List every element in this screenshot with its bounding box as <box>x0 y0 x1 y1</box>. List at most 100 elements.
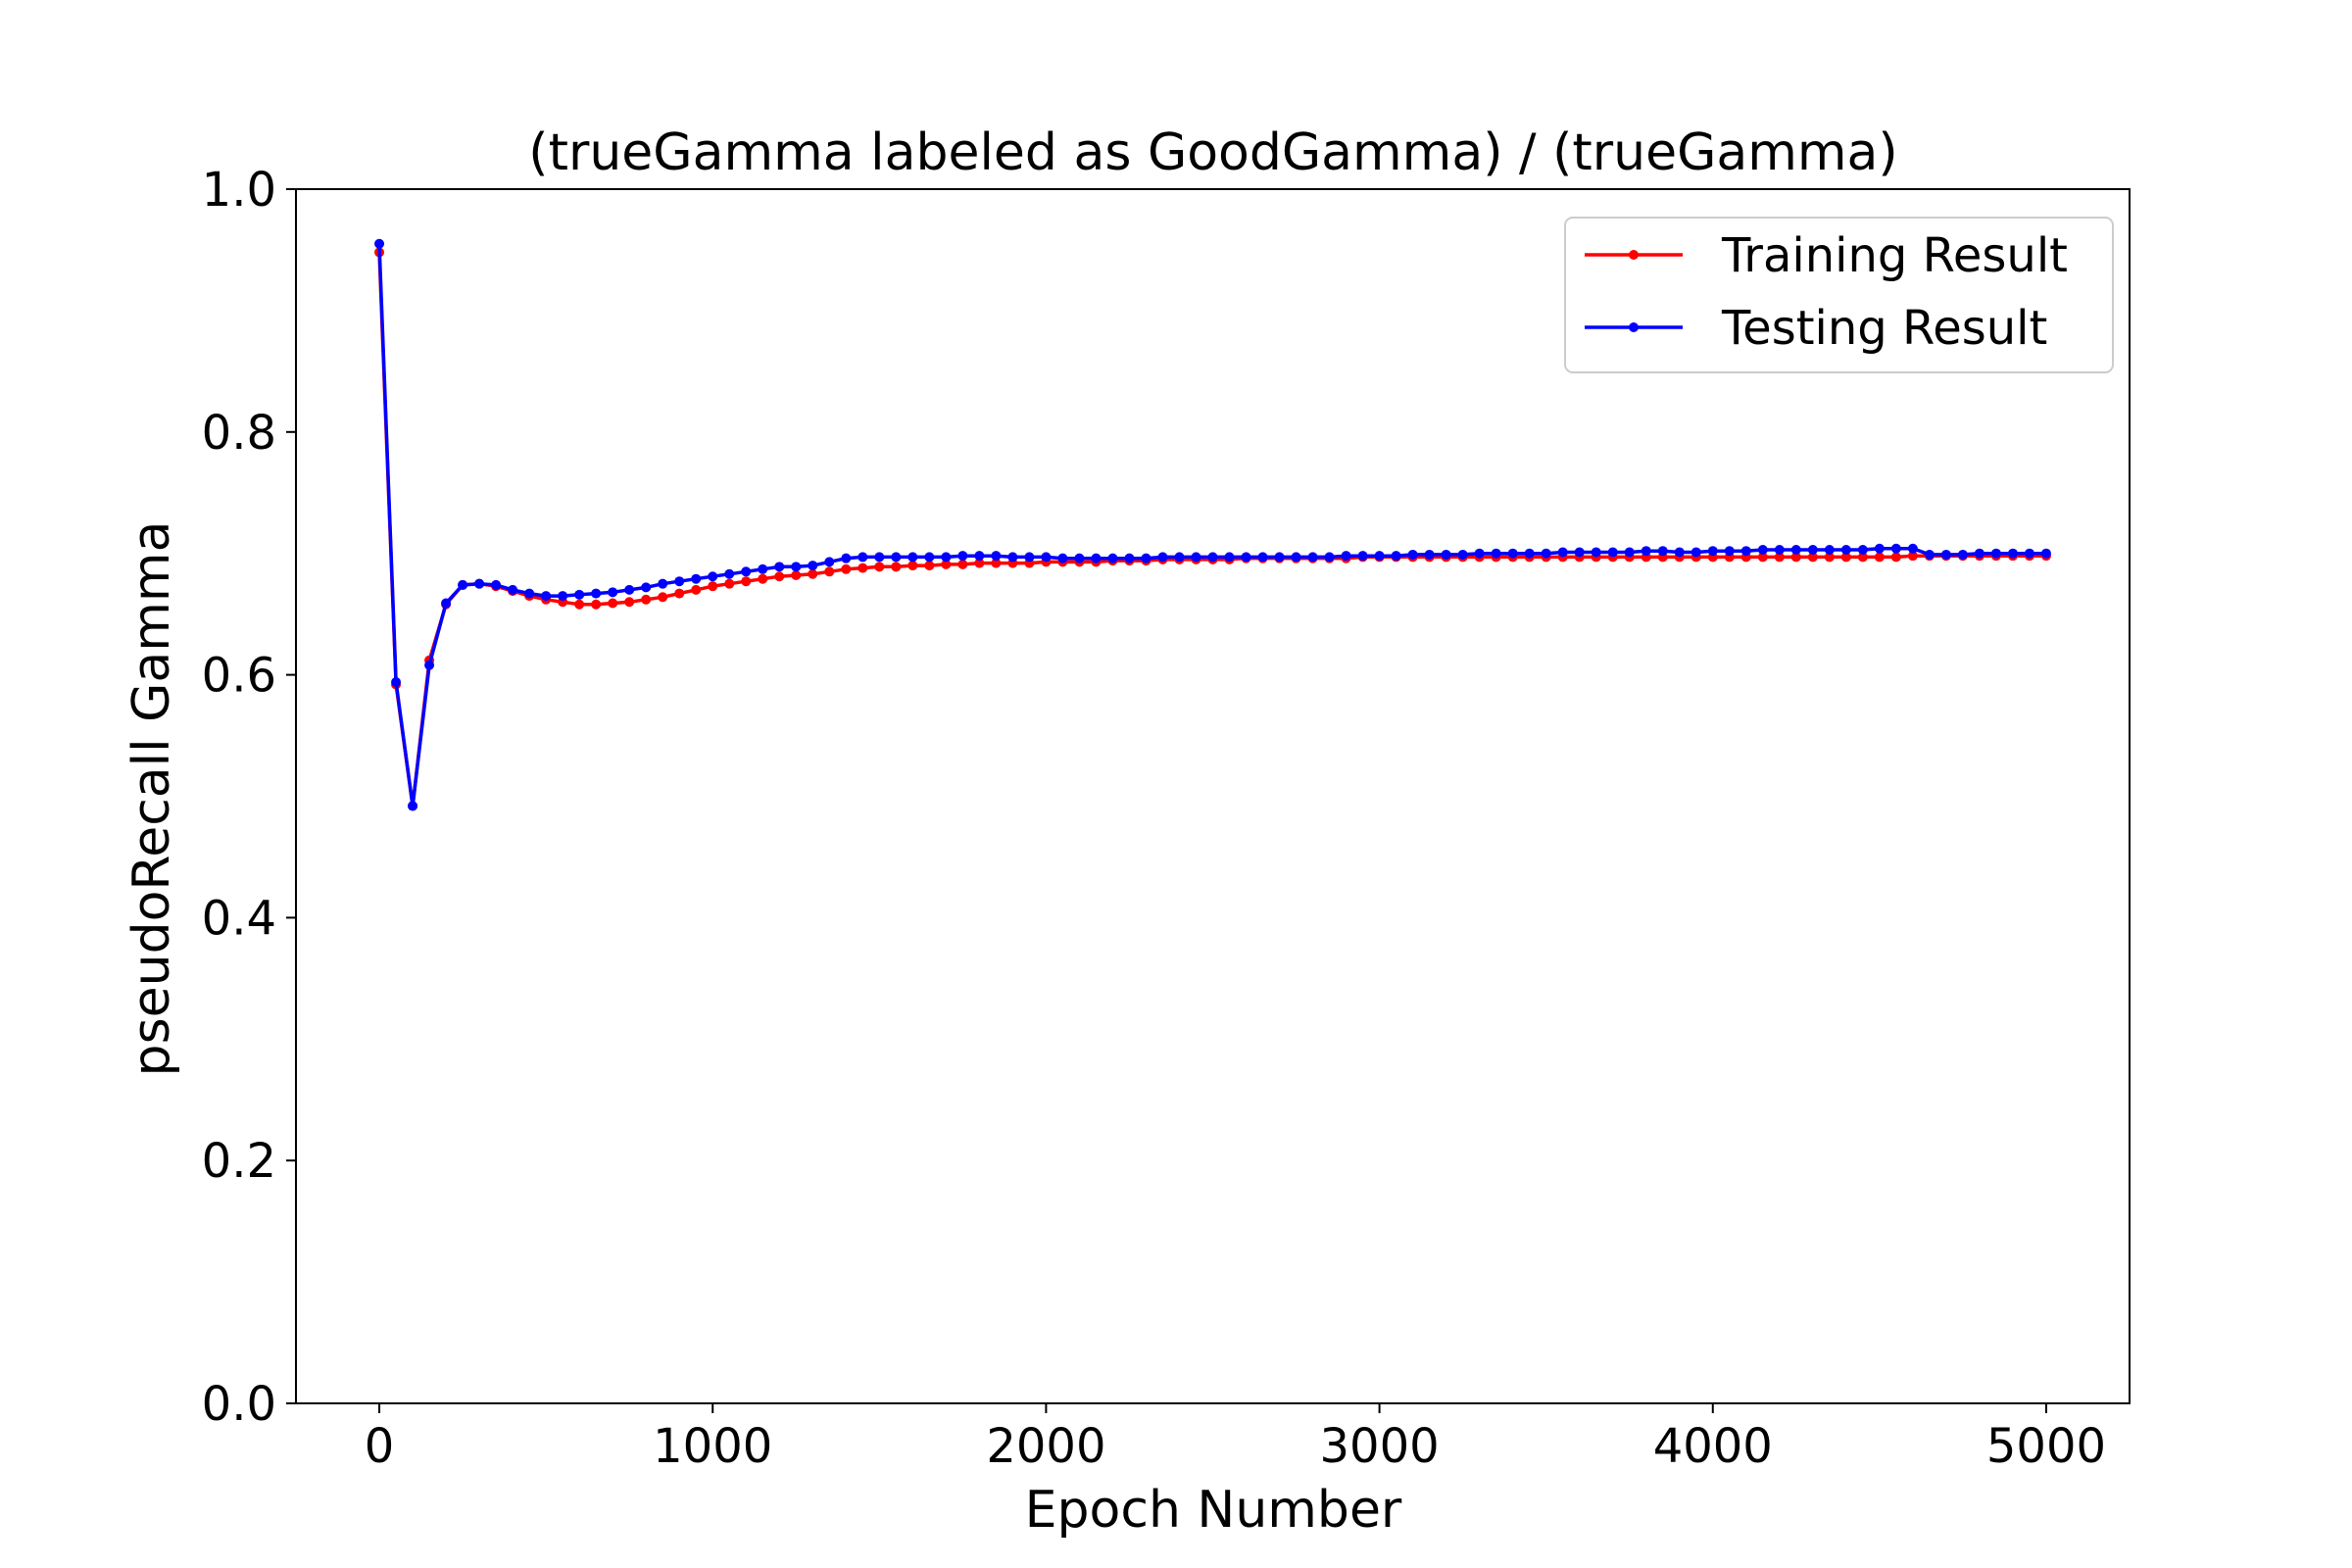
data-point <box>1890 543 1901 554</box>
data-point <box>824 557 835 567</box>
data-point <box>1257 552 1268 563</box>
data-point <box>1641 546 1651 557</box>
y-tick-label: 0.8 <box>202 406 276 461</box>
data-point <box>758 573 768 584</box>
data-point <box>1790 552 1801 563</box>
data-point <box>974 558 985 568</box>
data-point <box>724 578 735 589</box>
data-point <box>1157 552 1168 563</box>
data-point <box>741 566 752 577</box>
data-point <box>674 588 685 599</box>
data-point <box>1441 549 1451 560</box>
data-point <box>624 597 635 608</box>
data-point <box>1874 552 1885 563</box>
data-point <box>1807 544 1818 555</box>
data-point <box>1474 548 1485 559</box>
data-point <box>541 591 552 602</box>
data-point <box>1940 549 1951 560</box>
data-point <box>1624 547 1635 558</box>
data-point <box>774 562 785 572</box>
data-point <box>941 559 952 569</box>
data-point <box>1541 548 1551 559</box>
data-point <box>691 573 702 584</box>
y-tick-label: 0.2 <box>202 1134 276 1189</box>
data-point <box>424 660 435 670</box>
data-point <box>1657 546 1668 557</box>
data-point <box>1341 551 1351 562</box>
data-point <box>1324 552 1335 563</box>
data-point <box>641 594 652 605</box>
data-point <box>1990 548 2001 559</box>
data-point <box>741 576 752 587</box>
data-point <box>907 561 918 571</box>
data-point <box>1740 546 1751 557</box>
data-point <box>808 568 818 579</box>
data-point <box>608 598 618 609</box>
data-point <box>1357 551 1368 562</box>
y-tick-label: 1.0 <box>202 163 276 218</box>
data-point <box>924 561 935 571</box>
x-tick-label: 0 <box>365 1419 395 1474</box>
x-tick-label: 3000 <box>1320 1419 1440 1474</box>
data-point <box>1141 553 1152 564</box>
y-axis: 0.0 0.2 0.4 0.6 0.8 1.0 <box>202 163 296 1432</box>
legend-marker <box>1629 322 1639 332</box>
data-point <box>858 552 868 563</box>
data-point <box>1307 552 1318 563</box>
data-point <box>1424 549 1435 560</box>
data-point <box>1907 543 1918 554</box>
series-1 <box>374 238 2051 811</box>
data-point <box>907 552 918 563</box>
data-point <box>2024 548 2034 559</box>
data-point <box>941 552 952 563</box>
legend-item: Training Result <box>1585 228 2068 283</box>
data-point <box>508 584 518 595</box>
data-point <box>1407 549 1418 560</box>
data-point <box>1957 549 1968 560</box>
data-point <box>1757 544 1768 555</box>
data-point <box>524 588 535 599</box>
data-point <box>2040 548 2051 559</box>
legend-item: Testing Result <box>1585 301 2047 356</box>
data-point <box>1124 553 1135 564</box>
data-point <box>891 562 902 572</box>
data-point <box>708 571 718 582</box>
data-point <box>574 589 585 600</box>
data-point <box>1840 544 1851 555</box>
data-point <box>708 581 718 592</box>
y-tick-label: 0.4 <box>202 891 276 946</box>
data-point <box>1457 549 1468 560</box>
data-point <box>1274 552 1285 563</box>
data-point <box>1024 552 1035 563</box>
data-point <box>874 562 885 572</box>
data-point <box>408 801 418 811</box>
data-point <box>1857 544 1868 555</box>
data-point <box>1391 551 1401 562</box>
data-point <box>591 588 602 599</box>
data-point <box>591 599 602 610</box>
data-point <box>724 568 735 579</box>
data-point <box>824 566 835 577</box>
data-point <box>1924 549 1935 560</box>
data-point <box>1041 552 1052 563</box>
legend-label: Training Result <box>1721 228 2068 283</box>
data-point <box>1574 547 1585 558</box>
data-point <box>624 584 635 595</box>
data-point <box>1557 547 1568 558</box>
data-point <box>1890 552 1901 563</box>
data-point <box>1774 552 1785 563</box>
x-tick-label: 4000 <box>1653 1419 1773 1474</box>
plot-frame <box>295 188 2131 1404</box>
data-point <box>1674 547 1685 558</box>
y-tick-label: 0.0 <box>202 1377 276 1432</box>
data-point <box>491 579 502 590</box>
data-point <box>758 564 768 574</box>
data-point <box>1874 543 1885 554</box>
data-point <box>1857 552 1868 563</box>
data-point <box>1840 552 1851 563</box>
x-axis: 0 1000 2000 3000 4000 5000 <box>365 1403 2106 1474</box>
data-point <box>574 599 585 610</box>
data-point <box>374 238 385 249</box>
data-point <box>1241 552 1251 563</box>
